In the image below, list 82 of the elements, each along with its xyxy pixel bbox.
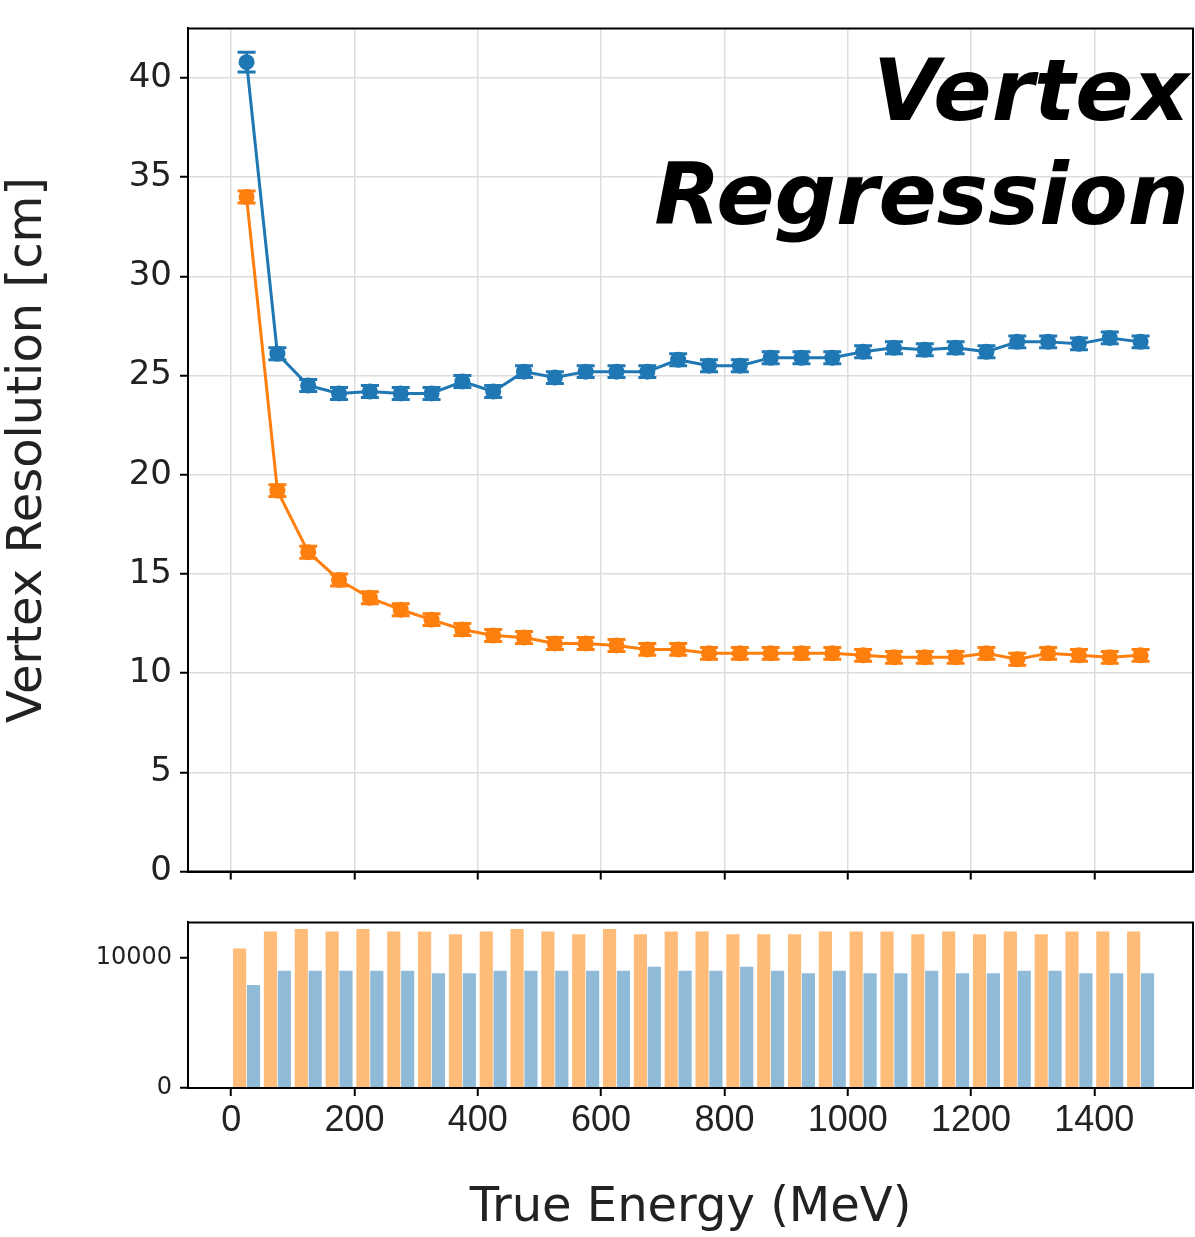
bar [757, 934, 771, 1088]
bar [664, 931, 678, 1088]
bar [972, 934, 987, 1088]
x-tick-label: 600 [571, 1097, 632, 1139]
x-tick-label: 1400 [1054, 1097, 1135, 1139]
bar [771, 970, 785, 1088]
bar [263, 931, 278, 1088]
bar [1017, 970, 1031, 1088]
bar [818, 931, 832, 1088]
bar [555, 970, 569, 1088]
bar [832, 970, 846, 1088]
bar [510, 928, 524, 1088]
bar [308, 970, 322, 1088]
bar [1110, 973, 1124, 1088]
y-tick-label: 10000 [95, 941, 172, 970]
bar [1096, 931, 1110, 1088]
y-tick-label: 0 [156, 1072, 172, 1101]
bar [602, 928, 617, 1088]
bar [678, 970, 692, 1088]
y-tick-label: 10 [128, 650, 172, 691]
bar [493, 970, 507, 1088]
bar [849, 931, 863, 1088]
y-tick-label: 20 [128, 451, 172, 492]
bar [942, 931, 956, 1088]
x-tick-label: 200 [324, 1097, 385, 1139]
x-axis-title: True Energy (MeV) [468, 1175, 912, 1232]
bar [616, 970, 631, 1088]
y-tick-label: 0 [150, 848, 172, 889]
bar [448, 934, 463, 1088]
bar [801, 973, 816, 1088]
x-tick-label: 0 [221, 1097, 242, 1139]
bar [339, 970, 353, 1088]
bar [955, 973, 970, 1088]
bar [418, 931, 432, 1088]
bar [387, 931, 401, 1088]
bar [986, 973, 1000, 1088]
bar [233, 948, 247, 1088]
bar [726, 934, 740, 1088]
y-tick-label: 5 [150, 749, 172, 790]
bar [462, 973, 476, 1088]
bar [1003, 931, 1017, 1088]
x-tick-label: 1000 [807, 1097, 888, 1139]
y-tick-label: 35 [128, 154, 172, 195]
bar [294, 928, 308, 1088]
bar [586, 970, 600, 1088]
y-tick-label: 40 [128, 54, 172, 95]
y-tick-label: 15 [128, 550, 172, 591]
y-axis-title: Vertex Resolution [cm] [0, 176, 53, 724]
bar [911, 934, 925, 1088]
bar [401, 970, 415, 1088]
bar [1127, 931, 1141, 1088]
y-tick-label: 30 [128, 253, 172, 294]
bar [356, 928, 370, 1088]
bar [370, 970, 384, 1088]
bar [863, 973, 877, 1088]
bar [695, 931, 709, 1088]
bar [787, 934, 802, 1088]
bar [1140, 973, 1155, 1088]
x-tick-label: 1200 [930, 1097, 1012, 1139]
bar [524, 970, 538, 1088]
bar [1065, 931, 1079, 1088]
bar [325, 931, 339, 1088]
y-tick-label: 25 [128, 352, 172, 393]
bar [479, 931, 493, 1088]
bar [1079, 973, 1093, 1088]
bar [1034, 934, 1048, 1088]
bar [647, 966, 661, 1088]
bar [246, 984, 261, 1088]
text: Vertex Regression [654, 39, 1189, 246]
bar [431, 973, 446, 1088]
bar [925, 970, 939, 1088]
bar [541, 931, 555, 1088]
bar [709, 970, 723, 1088]
bar [740, 966, 754, 1088]
x-tick-label: 800 [694, 1097, 755, 1139]
x-tick-label: 400 [447, 1097, 508, 1139]
bar [1048, 970, 1062, 1088]
bar [277, 970, 291, 1088]
bar [633, 934, 647, 1088]
bar [894, 973, 908, 1088]
bar [572, 934, 586, 1088]
bar [880, 931, 894, 1088]
